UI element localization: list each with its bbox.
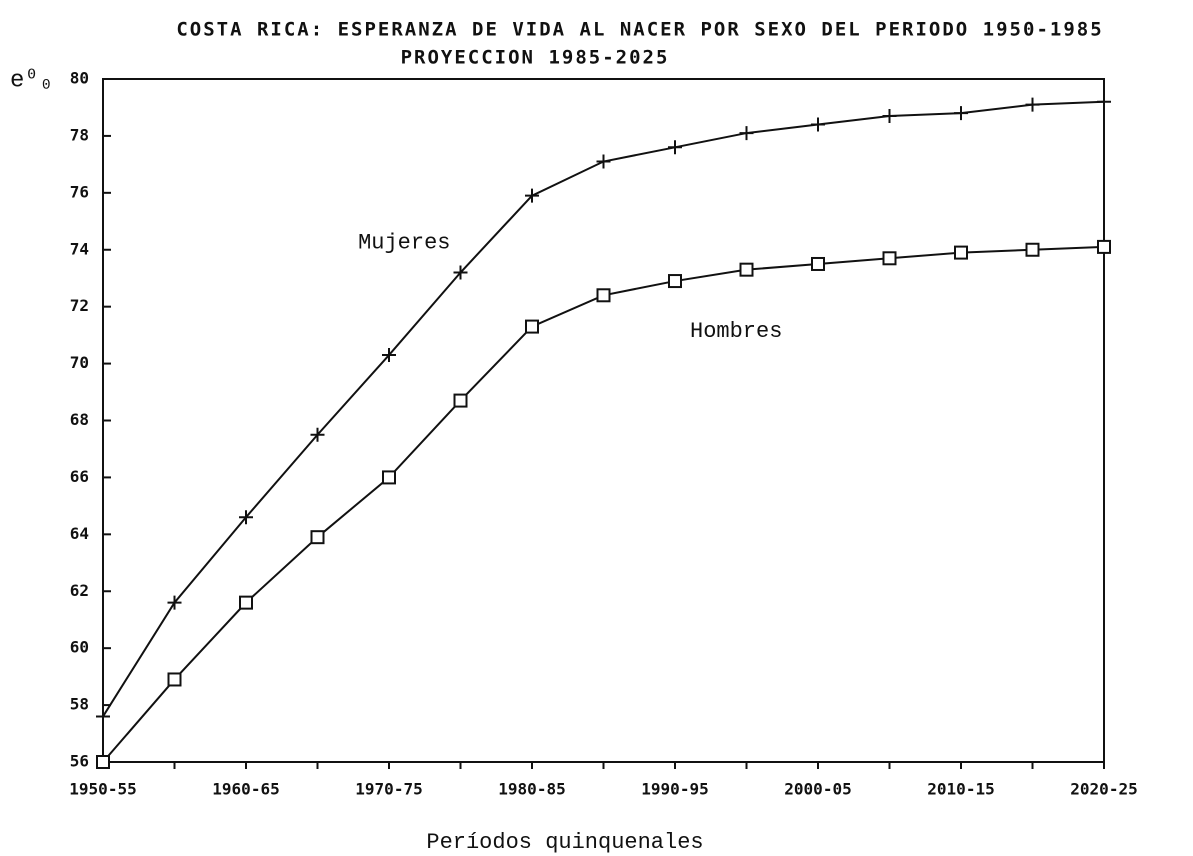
x-axis-label: Períodos quinquenales: [426, 830, 703, 855]
x-tick-label: 2000-05: [784, 780, 851, 799]
point-marker: [596, 288, 611, 303]
series-label: Hombres: [690, 319, 782, 344]
y-tick-label: 58: [70, 695, 89, 714]
y-tick-label: 56: [70, 752, 89, 771]
point-marker: [382, 348, 396, 363]
series-line: [102, 245, 1105, 763]
x-tick-label: 1970-75: [355, 780, 422, 799]
y-tick-label: 72: [70, 296, 89, 315]
point-marker: [167, 595, 182, 610]
point-marker: [382, 470, 396, 485]
point-marker: [882, 251, 897, 266]
series-label: Mujeres: [358, 230, 450, 255]
point-marker: [739, 126, 754, 141]
point-marker: [1025, 97, 1040, 112]
point-marker: [1025, 242, 1040, 257]
point-marker: [739, 262, 754, 277]
point-marker: [453, 265, 468, 280]
x-tick-label: 2010-15: [927, 780, 994, 799]
chart-subtitle: PROYECCION 1985-2025: [401, 47, 670, 69]
point-marker: [239, 510, 253, 525]
y-tick-label: 80: [70, 69, 89, 88]
point-marker: [811, 117, 825, 132]
point-marker: [310, 427, 325, 442]
series-line: [102, 100, 1105, 717]
point-marker: [668, 140, 682, 155]
point-marker: [96, 755, 110, 769]
x-tick-label: 1960-65: [212, 780, 279, 799]
point-marker: [596, 154, 611, 169]
y-tick-label: 64: [70, 524, 89, 543]
y-tick-label: 70: [70, 353, 89, 372]
plot-frame: [102, 78, 1105, 763]
x-tick-label: 1980-85: [498, 780, 565, 799]
point-marker: [167, 672, 182, 687]
point-marker: [1097, 239, 1111, 254]
point-marker: [811, 256, 825, 271]
point-marker: [96, 709, 110, 724]
y-tick-label: 76: [70, 182, 89, 201]
y-tick-label: 60: [70, 638, 89, 657]
point-marker: [453, 393, 468, 408]
point-marker: [525, 188, 539, 203]
point-marker: [668, 274, 682, 289]
point-marker: [525, 319, 539, 334]
y-tick-label: 74: [70, 239, 89, 258]
point-marker: [239, 595, 253, 610]
x-tick-label: 2020-25: [1070, 780, 1137, 799]
y-tick-label: 62: [70, 581, 89, 600]
point-marker: [1097, 94, 1111, 109]
chart-title: COSTA RICA: ESPERANZA DE VIDA AL NACER P…: [176, 19, 1103, 41]
y-axis-label: e⁰₀: [10, 67, 53, 94]
y-tick-label: 66: [70, 467, 89, 486]
x-tick-label: 1990-95: [641, 780, 708, 799]
y-tick-label: 68: [70, 410, 89, 429]
point-marker: [954, 245, 968, 260]
point-marker: [882, 108, 897, 123]
y-tick-label: 78: [70, 125, 89, 144]
point-marker: [310, 530, 325, 545]
x-tick-label: 1950-55: [69, 780, 136, 799]
point-marker: [954, 106, 968, 121]
